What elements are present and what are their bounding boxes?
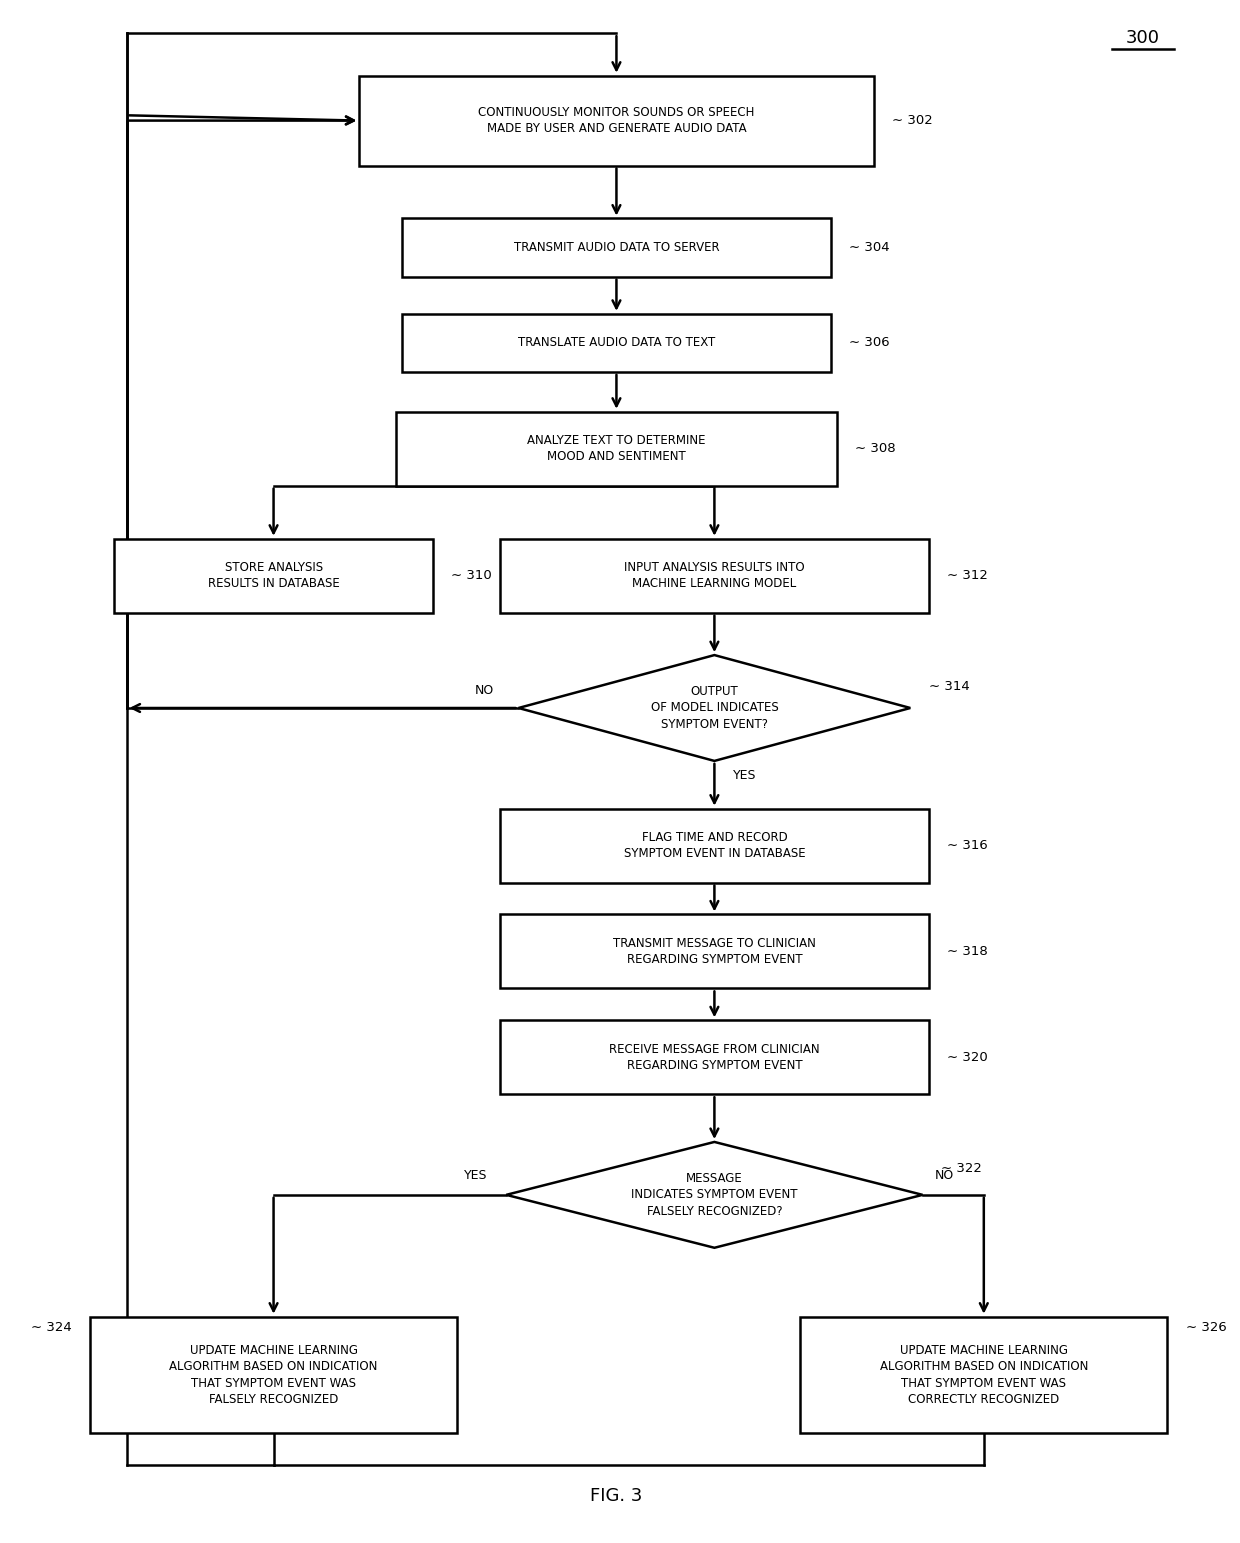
Text: STORE ANALYSIS
RESULTS IN DATABASE: STORE ANALYSIS RESULTS IN DATABASE xyxy=(207,562,340,591)
Text: ANALYZE TEXT TO DETERMINE
MOOD AND SENTIMENT: ANALYZE TEXT TO DETERMINE MOOD AND SENTI… xyxy=(527,434,706,463)
Text: ∼ 322: ∼ 322 xyxy=(941,1162,982,1174)
FancyBboxPatch shape xyxy=(396,412,837,486)
FancyBboxPatch shape xyxy=(500,539,929,613)
Text: INPUT ANALYSIS RESULTS INTO
MACHINE LEARNING MODEL: INPUT ANALYSIS RESULTS INTO MACHINE LEAR… xyxy=(624,562,805,591)
FancyBboxPatch shape xyxy=(402,219,831,276)
Text: TRANSMIT AUDIO DATA TO SERVER: TRANSMIT AUDIO DATA TO SERVER xyxy=(513,241,719,255)
Text: UPDATE MACHINE LEARNING
ALGORITHM BASED ON INDICATION
THAT SYMPTOM EVENT WAS
FAL: UPDATE MACHINE LEARNING ALGORITHM BASED … xyxy=(170,1344,378,1406)
Text: YES: YES xyxy=(733,770,756,782)
FancyBboxPatch shape xyxy=(500,1020,929,1094)
FancyBboxPatch shape xyxy=(360,76,874,165)
Text: YES: YES xyxy=(464,1170,487,1182)
Text: NO: NO xyxy=(475,685,494,697)
Text: TRANSLATE AUDIO DATA TO TEXT: TRANSLATE AUDIO DATA TO TEXT xyxy=(518,336,715,349)
FancyBboxPatch shape xyxy=(500,915,929,989)
Text: ∼ 310: ∼ 310 xyxy=(451,569,492,582)
Text: CONTINUOUSLY MONITOR SOUNDS OR SPEECH
MADE BY USER AND GENERATE AUDIO DATA: CONTINUOUSLY MONITOR SOUNDS OR SPEECH MA… xyxy=(479,106,755,136)
FancyBboxPatch shape xyxy=(500,809,929,883)
Text: UPDATE MACHINE LEARNING
ALGORITHM BASED ON INDICATION
THAT SYMPTOM EVENT WAS
COR: UPDATE MACHINE LEARNING ALGORITHM BASED … xyxy=(879,1344,1087,1406)
FancyBboxPatch shape xyxy=(114,539,433,613)
Text: ∼ 308: ∼ 308 xyxy=(856,443,895,455)
Text: 300: 300 xyxy=(1126,28,1159,46)
Text: ∼ 320: ∼ 320 xyxy=(947,1051,988,1063)
FancyBboxPatch shape xyxy=(89,1316,458,1433)
Text: ∼ 326: ∼ 326 xyxy=(1185,1321,1226,1333)
Text: ∼ 318: ∼ 318 xyxy=(947,944,988,958)
Polygon shape xyxy=(506,1142,923,1248)
Text: ∼ 316: ∼ 316 xyxy=(947,839,988,852)
Text: OUTPUT
OF MODEL INDICATES
SYMPTOM EVENT?: OUTPUT OF MODEL INDICATES SYMPTOM EVENT? xyxy=(651,685,779,731)
Text: ∼ 314: ∼ 314 xyxy=(929,680,970,693)
Text: ∼ 324: ∼ 324 xyxy=(31,1321,72,1333)
Text: TRANSMIT MESSAGE TO CLINICIAN
REGARDING SYMPTOM EVENT: TRANSMIT MESSAGE TO CLINICIAN REGARDING … xyxy=(613,937,816,966)
Text: FLAG TIME AND RECORD
SYMPTOM EVENT IN DATABASE: FLAG TIME AND RECORD SYMPTOM EVENT IN DA… xyxy=(624,830,805,861)
FancyBboxPatch shape xyxy=(402,313,831,372)
Text: RECEIVE MESSAGE FROM CLINICIAN
REGARDING SYMPTOM EVENT: RECEIVE MESSAGE FROM CLINICIAN REGARDING… xyxy=(609,1043,820,1072)
Text: ∼ 312: ∼ 312 xyxy=(947,569,988,582)
Text: ∼ 304: ∼ 304 xyxy=(849,241,890,255)
Text: ∼ 302: ∼ 302 xyxy=(892,114,932,127)
Text: NO: NO xyxy=(935,1170,954,1182)
FancyBboxPatch shape xyxy=(800,1316,1168,1433)
Text: ∼ 306: ∼ 306 xyxy=(849,336,890,349)
Text: FIG. 3: FIG. 3 xyxy=(590,1487,642,1506)
Polygon shape xyxy=(518,656,910,761)
Text: MESSAGE
INDICATES SYMPTOM EVENT
FALSELY RECOGNIZED?: MESSAGE INDICATES SYMPTOM EVENT FALSELY … xyxy=(631,1171,797,1217)
